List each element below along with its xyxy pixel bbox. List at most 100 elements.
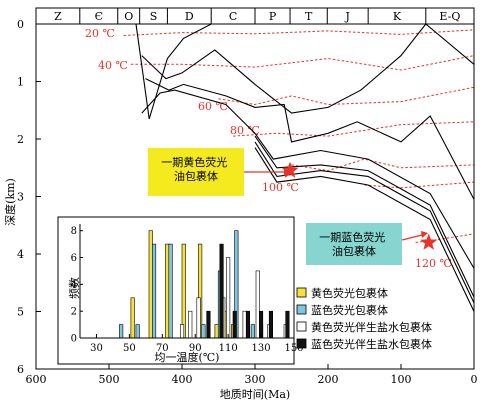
legend-label: 黄色荧光伴生盐水包裹体: [311, 320, 432, 334]
histogram-x-label: 均一温度(℃): [155, 350, 220, 364]
isotherm-label: 60 ℃: [198, 100, 228, 113]
histogram-bar: [214, 324, 219, 339]
legend-swatch: [296, 287, 307, 298]
x-tick-label: 100: [391, 373, 412, 386]
period-label: T: [305, 10, 313, 23]
period-label: S: [150, 10, 158, 23]
y-axis-label: 深度(km): [3, 178, 17, 226]
y-tick-label: 2: [17, 133, 24, 146]
histogram-x-tick-label: 90: [189, 343, 202, 354]
histogram-bar: [245, 310, 250, 339]
period-label: C: [229, 10, 237, 23]
geologic-period-bar: Z Є O S D C P T J K E-Q: [36, 8, 474, 25]
blue-annotation-arrow: [401, 234, 423, 241]
histogram-bar: [196, 297, 201, 339]
yellow-annotation-text: 一期黄色荧光 油包裹体: [161, 155, 231, 183]
legend-swatch: [296, 304, 307, 315]
histogram-x-tick-label: 30: [90, 343, 103, 354]
histogram-bar: [181, 243, 186, 339]
histogram-y-tick-label: 0: [71, 334, 77, 345]
histogram-bar: [168, 243, 173, 339]
burial-curve: [254, 141, 475, 304]
period-label: P: [269, 10, 277, 23]
isotherm-line: [364, 181, 475, 189]
period-label: D: [185, 10, 194, 23]
burial-curve: [135, 23, 255, 120]
histogram-x-tick-label: 50: [123, 343, 136, 354]
histogram-bar: [285, 310, 290, 339]
legend-swatch: [296, 321, 307, 332]
histogram-bar: [250, 324, 255, 339]
y-tick-label: 5: [17, 306, 24, 319]
histogram-bar: [206, 310, 211, 339]
x-tick-label: 300: [245, 373, 266, 386]
histogram-frame: [57, 216, 295, 365]
burial-curve: [254, 135, 475, 298]
yellow-inclusion-annotation: 一期黄色荧光 油包裹体: [148, 148, 291, 196]
burial-curve: [141, 23, 475, 114]
x-axis: 600 500 400 300 200 100 0 地质时间(Ma): [26, 364, 478, 401]
histogram-x-tick-label: 70: [156, 343, 169, 354]
histogram-bar: [268, 310, 274, 339]
x-tick-label: 500: [99, 373, 120, 386]
isotherm-label: 100 ℃: [262, 181, 299, 194]
period-label: E-Q: [439, 10, 460, 23]
isotherm-line: [130, 55, 475, 71]
y-ticks: 0 1 2 3 4 5 6: [17, 18, 41, 376]
burial-curve: [145, 78, 475, 200]
histogram-axes: 30 50 70 90 110 130 150 0 2 4 6 8: [71, 224, 304, 354]
legend-swatch: [296, 338, 307, 349]
burial-curves: [135, 23, 475, 312]
x-tick-label: 200: [318, 373, 339, 386]
blue-inclusion-annotation: 一期蓝色荧光 油包裹体: [306, 223, 428, 265]
histogram-y-tick-label: 8: [71, 226, 77, 237]
legend-label: 黄色荧光包裹体: [311, 286, 388, 300]
histogram-bar: [119, 324, 124, 339]
x-tick-label: 400: [172, 373, 193, 386]
x-axis-label: 地质时间(Ma): [220, 388, 290, 401]
y-tick-label: 3: [17, 191, 24, 204]
x-ticks: 600 500 400 300 200 100 0: [26, 364, 478, 386]
histogram-bar: [130, 297, 135, 339]
histogram-bar: [201, 324, 206, 339]
plot-frame: [35, 7, 475, 370]
y-axis: 0 1 2 3 4 5 6 深度(km): [3, 18, 41, 376]
period-label: Z: [54, 10, 62, 23]
histogram-bar: [242, 310, 247, 339]
isotherm-line: [415, 233, 475, 243]
burial-curve: [254, 147, 475, 312]
inclusion-stars: [281, 161, 438, 250]
y-tick-label: 4: [17, 248, 24, 261]
histogram-bar: [219, 243, 224, 339]
histogram-x-tick-label: 130: [252, 343, 271, 354]
legend-label: 蓝色荧光伴生盐水包裹体: [311, 337, 432, 351]
isotherm-label: 20 ℃: [85, 27, 115, 40]
isotherm-line: [233, 121, 475, 137]
histogram-x-tick-label: 150: [284, 343, 303, 354]
blue-annotation-text: 一期蓝色荧光 油包裹体: [319, 230, 389, 258]
histogram-bar: [180, 324, 185, 339]
histogram-bar: [165, 243, 170, 339]
blue-annotation-box: [306, 223, 402, 265]
histogram-bar: [148, 230, 153, 339]
histogram-y-tick-label: 4: [71, 280, 77, 291]
histogram-bar: [232, 310, 237, 339]
period-label: Є: [95, 10, 103, 23]
histogram-bar: [188, 310, 193, 339]
histogram-bar: [135, 324, 140, 339]
isotherm-line: [123, 29, 475, 36]
histogram-y-label: 频数: [67, 277, 81, 299]
isotherm-label: 80 ℃: [230, 124, 260, 137]
histogram-bar: [258, 310, 264, 339]
isotherm-line: [291, 158, 475, 172]
period-label: K: [393, 10, 402, 23]
histogram-bar: [226, 257, 231, 339]
inclusion-star: [281, 161, 299, 178]
histogram-bar: [152, 243, 157, 339]
y-tick-label: 0: [17, 18, 24, 31]
histogram-y-tick-label: 2: [71, 307, 77, 318]
histogram-bar: [255, 270, 260, 339]
yellow-annotation-box: [148, 148, 244, 196]
